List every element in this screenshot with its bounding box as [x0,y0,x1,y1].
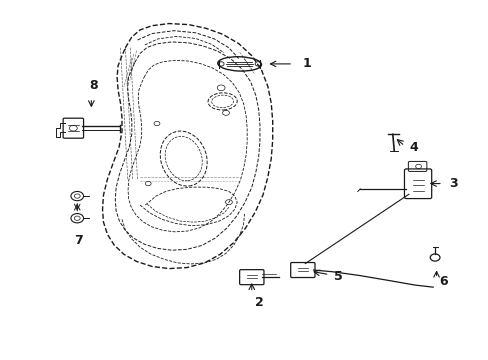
Text: 7: 7 [74,234,82,247]
Text: 4: 4 [409,141,418,154]
Text: 2: 2 [254,296,263,309]
Text: 8: 8 [89,80,98,93]
Text: 5: 5 [334,270,343,283]
Text: 1: 1 [302,57,311,71]
Text: 6: 6 [438,275,447,288]
Text: 3: 3 [448,177,456,190]
